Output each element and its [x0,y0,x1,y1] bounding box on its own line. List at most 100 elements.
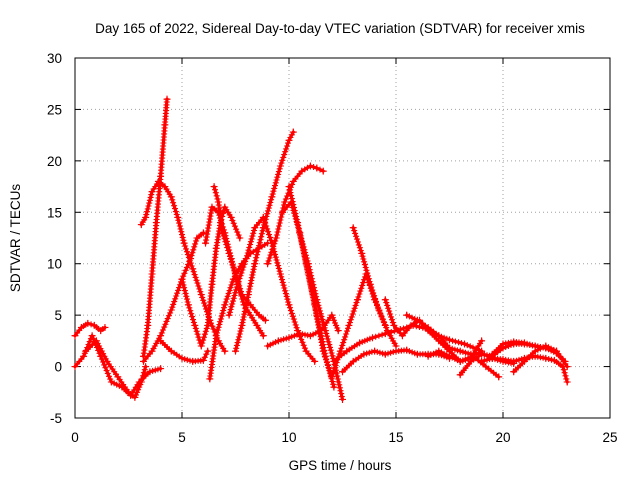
data-point [92,337,100,345]
data-point [360,350,368,358]
data-point [264,260,272,268]
series-track-7 [178,203,244,350]
data-point [289,128,297,136]
data-point [446,336,453,344]
data-point [71,332,79,340]
data-point [206,375,214,383]
data-point [339,368,346,376]
data-point [304,260,312,268]
data-point [349,224,357,232]
data-point [157,365,165,373]
data-point [413,350,421,358]
data-point [208,280,216,288]
data-point [285,301,293,309]
data-point [279,208,287,216]
data-point [328,373,336,381]
series-track-1 [71,319,109,340]
data-point [221,301,229,309]
data-point [306,332,314,340]
y-tick-label: 30 [47,51,62,66]
data-point [251,224,259,232]
data-point [264,342,272,350]
data-point [488,354,496,362]
data-point [446,352,453,360]
data-point [221,203,229,211]
data-point [328,311,336,319]
data-point [381,296,389,304]
series-markers [211,183,269,324]
data-point [520,357,528,365]
data-point [553,347,560,355]
data-point [542,342,550,350]
data-point [478,350,486,358]
data-point [253,321,261,329]
data-point [390,321,398,329]
data-point [146,368,154,376]
series-layer [71,95,571,403]
y-tick-label: 0 [54,360,62,375]
data-point [510,338,518,346]
data-point [330,383,338,391]
data-point [294,219,302,227]
x-axis-label: GPS time / hours [289,458,392,473]
data-point [520,339,528,347]
y-tick-label: 15 [47,205,62,220]
series-track-29 [510,342,571,376]
data-point [88,332,96,340]
x-tick-label: 5 [178,430,186,445]
data-point [550,356,558,364]
data-point [180,239,188,247]
data-point [456,347,464,355]
data-point [199,356,207,364]
data-point [107,378,115,386]
data-point [424,352,432,360]
data-point [101,323,109,331]
data-point [298,167,306,175]
data-point [251,260,259,268]
data-point [246,311,254,319]
data-point [167,306,175,314]
data-point [330,357,338,365]
data-point [152,219,160,227]
data-point [510,368,518,376]
data-point [225,311,233,319]
data-point [137,378,145,386]
data-point [227,213,235,221]
data-point [202,239,210,247]
data-point [381,350,389,358]
data-point [531,347,539,355]
x-tick-label: 15 [388,430,403,445]
data-point [167,193,175,201]
axis-ticks [74,57,611,419]
data-point [212,244,220,252]
data-point [142,213,150,221]
data-point [204,347,212,355]
data-point [403,346,411,354]
data-point [392,342,400,350]
data-point [77,323,85,331]
data-point [356,339,364,347]
data-point [84,319,92,327]
data-point [137,221,145,229]
data-point [125,388,132,396]
data-point [276,162,284,170]
data-point [478,357,486,365]
y-tick-label: 25 [47,102,62,117]
data-point [97,327,105,335]
data-point [345,321,353,329]
data-point [334,327,342,335]
series-line [330,272,387,379]
data-point [306,162,314,170]
data-point [71,363,79,371]
series-track-28 [478,352,571,386]
data-point [510,357,518,365]
data-point [255,311,263,319]
data-point [204,321,212,329]
series-track-17 [264,311,342,350]
series-markers [296,229,346,403]
data-point [495,373,503,381]
data-point [238,321,246,329]
data-point [336,347,344,355]
x-tick-label: 10 [281,430,296,445]
data-point [272,234,280,242]
